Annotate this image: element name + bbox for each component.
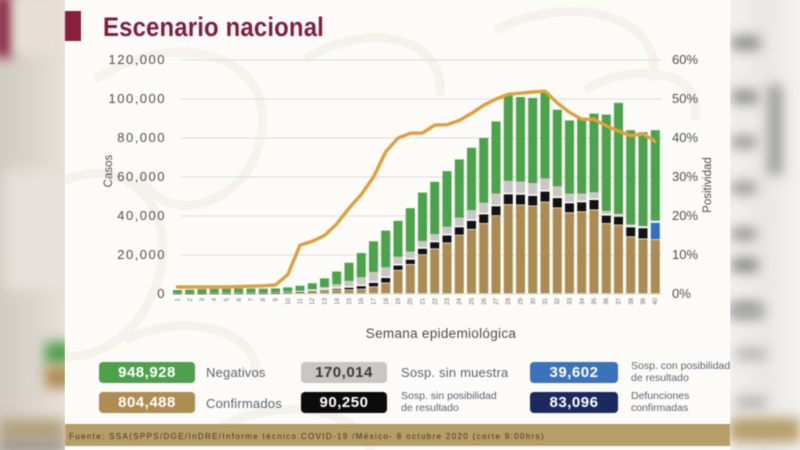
svg-text:26: 26: [482, 297, 488, 304]
svg-text:38: 38: [629, 297, 635, 304]
svg-text:24: 24: [457, 297, 463, 304]
svg-text:23: 23: [445, 297, 451, 304]
svg-text:21: 21: [421, 297, 427, 304]
svg-text:9: 9: [274, 297, 280, 301]
svg-text:40%: 40%: [672, 130, 698, 145]
svg-text:Casos: Casos: [103, 154, 115, 187]
svg-text:Positividad: Positividad: [702, 157, 714, 213]
svg-text:16: 16: [359, 297, 365, 304]
svg-text:35: 35: [592, 297, 598, 304]
svg-text:28: 28: [506, 297, 512, 304]
svg-text:33: 33: [568, 297, 574, 304]
svg-text:3: 3: [200, 297, 206, 301]
svg-text:50%: 50%: [672, 91, 698, 106]
svg-text:37: 37: [617, 297, 623, 304]
svg-text:20,000: 20,000: [117, 247, 166, 262]
svg-text:30: 30: [531, 297, 537, 304]
svg-text:10: 10: [286, 297, 292, 304]
svg-text:19: 19: [396, 297, 402, 304]
svg-text:8: 8: [261, 297, 267, 301]
svg-text:15: 15: [347, 297, 353, 304]
svg-text:29: 29: [519, 297, 525, 304]
svg-text:0%: 0%: [672, 286, 691, 301]
svg-text:25: 25: [470, 297, 476, 304]
svg-text:1: 1: [176, 297, 182, 301]
svg-text:12: 12: [310, 297, 316, 304]
svg-text:32: 32: [555, 297, 561, 304]
svg-text:7: 7: [249, 297, 255, 301]
svg-text:20%: 20%: [672, 208, 698, 223]
svg-text:Semana epidemiológica: Semana epidemiológica: [366, 326, 517, 341]
svg-text:10%: 10%: [672, 247, 698, 262]
svg-text:17: 17: [372, 297, 378, 304]
svg-text:11: 11: [298, 297, 304, 304]
svg-text:6: 6: [237, 297, 243, 301]
svg-text:34: 34: [580, 297, 586, 304]
svg-text:36: 36: [604, 297, 610, 304]
svg-text:18: 18: [384, 297, 390, 304]
svg-text:22: 22: [433, 297, 439, 304]
svg-text:13: 13: [323, 297, 329, 304]
svg-text:31: 31: [543, 297, 549, 304]
svg-text:4: 4: [212, 297, 218, 301]
svg-text:40: 40: [653, 297, 659, 304]
svg-text:30%: 30%: [672, 169, 698, 184]
svg-text:100,000: 100,000: [109, 91, 167, 106]
svg-text:39: 39: [641, 297, 647, 304]
svg-text:0: 0: [157, 286, 166, 301]
svg-text:14: 14: [335, 297, 341, 304]
svg-text:120,000: 120,000: [109, 52, 167, 67]
svg-text:60%: 60%: [672, 52, 698, 67]
svg-text:2: 2: [188, 297, 194, 301]
svg-text:20: 20: [408, 297, 414, 304]
svg-text:40,000: 40,000: [117, 208, 166, 223]
svg-text:27: 27: [494, 297, 500, 304]
svg-text:60,000: 60,000: [117, 169, 166, 184]
svg-text:5: 5: [225, 297, 231, 301]
svg-text:80,000: 80,000: [117, 130, 166, 145]
